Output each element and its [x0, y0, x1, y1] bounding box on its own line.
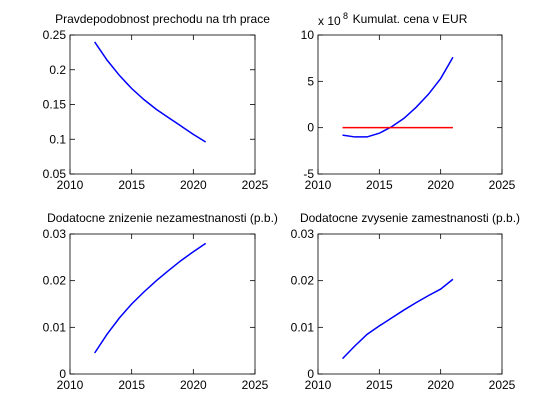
- y-tick-label: 0: [307, 121, 314, 135]
- x-tick-label: 2010: [57, 178, 84, 192]
- data-line: [94, 41, 207, 143]
- x-tick-label: 2025: [489, 378, 516, 392]
- x-tick-label: 2020: [427, 178, 454, 192]
- y-tick-label: 0.01: [43, 320, 67, 334]
- y-tick-label: 0: [307, 367, 314, 381]
- data-line: [341, 278, 454, 360]
- x-tick-label: 2015: [366, 378, 393, 392]
- axes-title: Pravdepodobnost prechodu na trh prace: [55, 12, 270, 26]
- x-tick-label: 2025: [242, 378, 269, 392]
- y-tick-label: 0.03: [43, 227, 67, 241]
- x-tick-label: 2020: [180, 378, 207, 392]
- y-tick-label: 0.25: [43, 28, 67, 42]
- y-tick-label: 0.02: [291, 274, 315, 288]
- y-tick-label: 0.2: [49, 63, 66, 77]
- data-line: [342, 56, 454, 138]
- y-tick-label: 5: [307, 74, 314, 88]
- data-line: [94, 242, 207, 354]
- y-tick-label: -5: [303, 167, 314, 181]
- y-tick-label: 0.05: [43, 167, 67, 181]
- x-tick-label: 2025: [489, 178, 516, 192]
- y-multiplier-exponent: 8: [343, 11, 348, 21]
- y-tick-label: 0.15: [43, 98, 67, 112]
- axes-background: [70, 234, 255, 374]
- y-tick-label: 0: [59, 367, 66, 381]
- axes-title: Kumulat. cena v EUR: [353, 12, 468, 26]
- axes-background: [318, 234, 502, 374]
- axes-box: [317, 233, 503, 375]
- y-multiplier-base: x 10: [318, 14, 341, 28]
- x-tick-label: 2015: [366, 178, 393, 192]
- y-tick-label: 0.03: [291, 227, 315, 241]
- axes-title: Dodatocne zvysenie zamestnanosti (p.b.): [300, 211, 520, 225]
- axes-background: [318, 35, 502, 174]
- axes-background: [70, 35, 255, 174]
- x-tick-label: 2020: [180, 178, 207, 192]
- x-tick-label: 2015: [118, 178, 145, 192]
- y-tick-label: 10: [301, 28, 315, 42]
- y-tick-label: 0.1: [49, 132, 66, 146]
- axes-box: [317, 34, 503, 175]
- axes-box: [69, 233, 256, 375]
- axes-title: Dodatocne znizenie nezamestnanosti (p.b.…: [47, 211, 278, 225]
- x-tick-label: 2020: [427, 378, 454, 392]
- x-tick-label: 2010: [305, 378, 332, 392]
- x-tick-label: 2010: [305, 178, 332, 192]
- y-tick-label: 0.02: [43, 274, 67, 288]
- x-tick-label: 2010: [57, 378, 84, 392]
- y-tick-label: 0.01: [291, 320, 315, 334]
- x-tick-label: 2015: [118, 378, 145, 392]
- x-tick-label: 2025: [242, 178, 269, 192]
